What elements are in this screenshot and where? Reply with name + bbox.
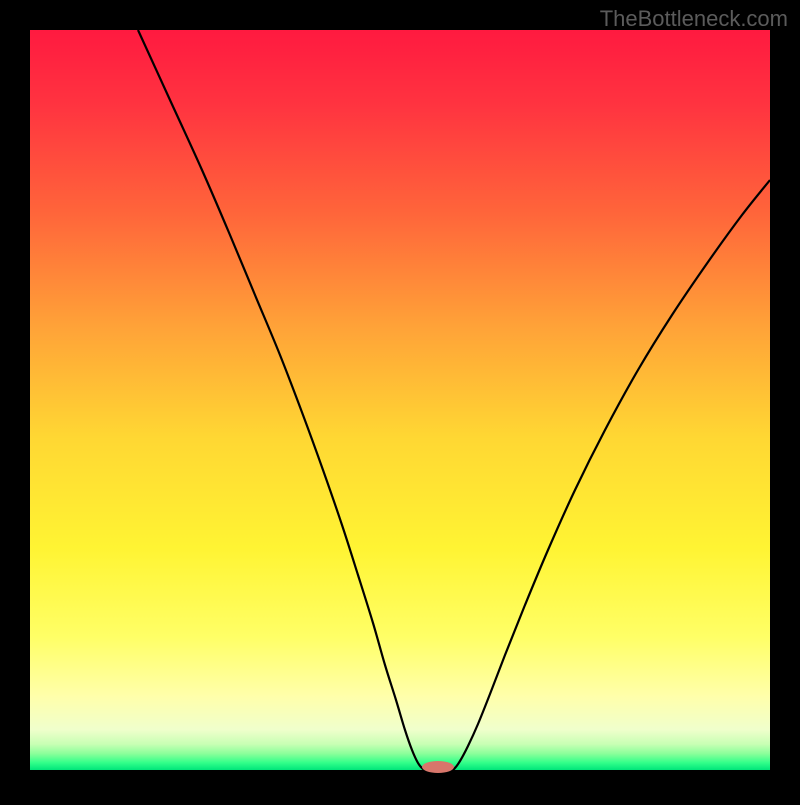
plot-area — [30, 30, 770, 770]
bottleneck-chart — [0, 0, 800, 800]
bottleneck-marker — [422, 761, 454, 773]
chart-container — [0, 0, 800, 805]
watermark-text: TheBottleneck.com — [600, 6, 788, 32]
